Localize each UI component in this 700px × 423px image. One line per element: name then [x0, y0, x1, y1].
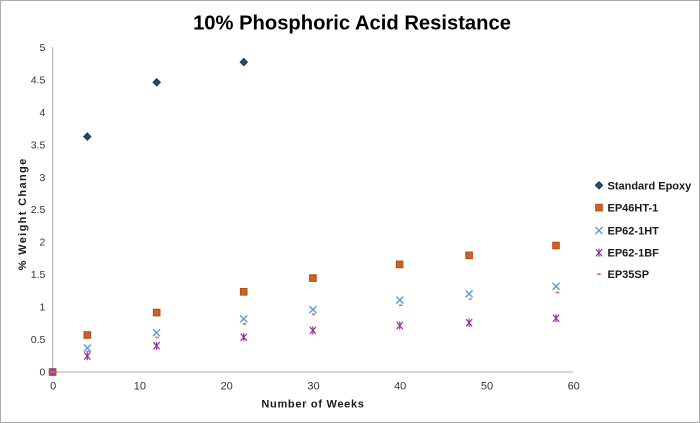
svg-text:Number of Weeks: Number of Weeks [261, 399, 364, 411]
svg-text:10: 10 [134, 381, 146, 393]
svg-text:4.5: 4.5 [31, 74, 46, 86]
svg-text:EP35SP: EP35SP [608, 269, 650, 281]
svg-text:Standard Epoxy: Standard Epoxy [608, 180, 693, 192]
svg-text:4: 4 [39, 107, 45, 119]
svg-text:50: 50 [481, 381, 493, 393]
svg-text:0: 0 [50, 381, 56, 393]
svg-text:0.5: 0.5 [31, 334, 46, 346]
svg-text:60: 60 [568, 381, 580, 393]
svg-text:EP62-1BF: EP62-1BF [608, 248, 660, 260]
svg-text:5: 5 [39, 42, 45, 54]
svg-text:% Weight Change: % Weight Change [17, 157, 29, 270]
svg-text:1.5: 1.5 [31, 269, 46, 281]
svg-text:0: 0 [39, 367, 45, 379]
svg-text:2.5: 2.5 [31, 204, 46, 216]
svg-text:30: 30 [307, 381, 319, 393]
svg-text:3: 3 [39, 172, 45, 184]
svg-text:40: 40 [394, 381, 406, 393]
svg-text:10% Phosphoric Acid Resistance: 10% Phosphoric Acid Resistance [193, 12, 511, 34]
svg-text:EP46HT-1: EP46HT-1 [608, 203, 659, 215]
svg-text:3.5: 3.5 [31, 139, 46, 151]
svg-text:2: 2 [39, 237, 45, 249]
svg-text:EP62-1HT: EP62-1HT [608, 226, 660, 238]
svg-text:1: 1 [39, 302, 45, 314]
svg-text:20: 20 [221, 381, 233, 393]
